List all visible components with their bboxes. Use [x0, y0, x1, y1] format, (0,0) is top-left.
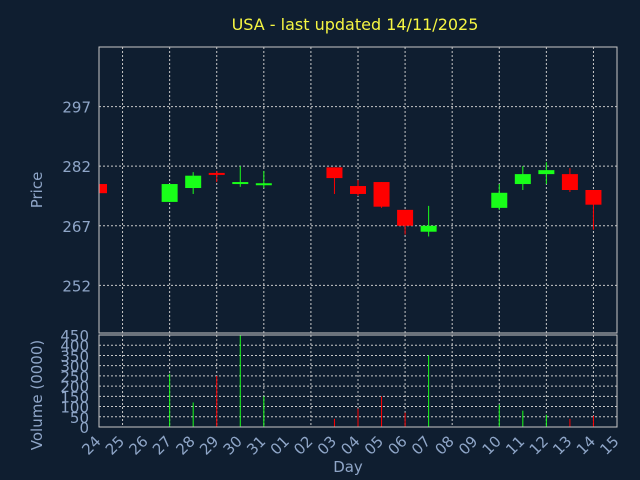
- x-axis-label: Day: [333, 458, 363, 476]
- x-tick-label: 14: [573, 432, 599, 458]
- price-tick-label: 282: [62, 158, 91, 176]
- candle-body: [373, 182, 390, 207]
- chart-title: USA - last updated 14/11/2025: [232, 15, 479, 34]
- price-tick-label: 297: [62, 99, 91, 117]
- x-tick-label: 13: [549, 432, 575, 458]
- volume-tick-label: 100: [60, 399, 89, 417]
- candle-body: [397, 209, 414, 226]
- candle-body: [585, 190, 602, 205]
- price-tick-labels: 252 267 282 297: [62, 99, 91, 296]
- volume-tick-label: 350: [60, 347, 89, 365]
- price-axis-label: Price: [28, 172, 46, 209]
- price-panel-frame: [98, 46, 618, 334]
- candle-body: [161, 184, 178, 202]
- candle-body: [208, 172, 225, 175]
- x-tick-label: 02: [290, 432, 316, 458]
- candle-body: [514, 174, 531, 185]
- x-tick-labels: 2425262728293031010203040506070809101112…: [78, 432, 622, 458]
- x-tick-label: 07: [408, 432, 434, 458]
- x-tick-label: 15: [596, 432, 622, 458]
- candle-body: [491, 192, 508, 208]
- candle-body: [420, 225, 437, 232]
- x-tick-label: 26: [125, 432, 151, 458]
- x-tick-label: 11: [502, 432, 528, 458]
- x-tick-label: 10: [479, 432, 505, 458]
- price-candles: [98, 162, 602, 237]
- x-tick-label: 01: [267, 432, 293, 458]
- volume-axis-label: Volume (0000): [28, 340, 46, 450]
- x-tick-label: 28: [173, 432, 199, 458]
- x-tick-label: 08: [432, 432, 458, 458]
- volume-tick-label: 0: [79, 419, 89, 437]
- x-tick-label: 25: [102, 432, 128, 458]
- volume-tick-label: 450: [60, 327, 89, 345]
- candle-body: [350, 186, 366, 194]
- x-tick-label: 30: [220, 432, 246, 458]
- candle-body: [538, 170, 555, 175]
- candle-body: [255, 183, 272, 186]
- x-tick-label: 03: [314, 432, 340, 458]
- volume-bars: [98, 335, 594, 427]
- volume-panel-frame: [98, 334, 618, 428]
- price-tick-label: 252: [62, 277, 91, 295]
- x-tick-label: 06: [384, 432, 410, 458]
- x-tick-label: 27: [149, 432, 175, 458]
- volume-tick-label: 250: [60, 368, 89, 386]
- x-tick-label: 12: [526, 432, 552, 458]
- candle-body: [99, 184, 107, 194]
- candle-body: [326, 167, 343, 179]
- x-tick-label: 29: [196, 432, 222, 458]
- candle-body: [561, 174, 578, 190]
- candle-body: [185, 175, 202, 189]
- x-tick-label: 09: [455, 432, 481, 458]
- price-tick-label: 267: [62, 218, 91, 236]
- volume-tick-label: 400: [60, 337, 89, 355]
- volume-tick-label: 200: [60, 378, 89, 396]
- volume-tick-label: 300: [60, 358, 89, 376]
- x-tick-label: 05: [361, 432, 387, 458]
- x-tick-label: 04: [337, 432, 363, 458]
- volume-tick-label: 50: [70, 409, 89, 427]
- candle-body: [232, 182, 249, 185]
- volume-tick-label: 150: [60, 388, 89, 406]
- x-tick-label: 31: [243, 432, 269, 458]
